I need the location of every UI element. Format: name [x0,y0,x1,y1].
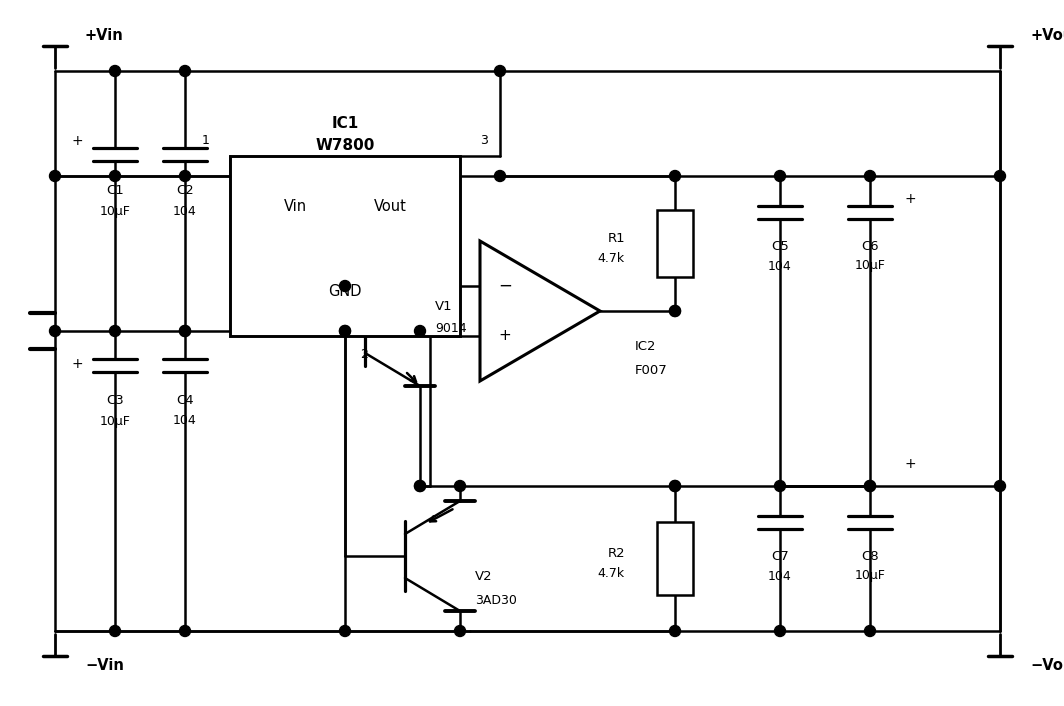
Circle shape [339,325,350,337]
Text: R2: R2 [608,547,625,560]
Circle shape [995,171,1005,181]
Text: 4.7k: 4.7k [598,252,625,265]
Text: 104: 104 [768,570,792,582]
Circle shape [339,325,350,337]
Text: Vout: Vout [373,199,406,214]
Text: R1: R1 [608,232,625,245]
Text: 3: 3 [480,135,488,148]
Text: Vin: Vin [283,199,306,214]
Text: +: + [904,192,916,206]
Text: IC2: IC2 [635,340,656,352]
Circle shape [669,481,681,491]
Text: 104: 104 [173,414,197,428]
Circle shape [415,325,426,337]
Circle shape [180,626,190,637]
Text: IC1: IC1 [331,116,359,131]
Text: +: + [71,357,83,371]
Circle shape [50,171,61,181]
Circle shape [669,306,681,316]
Circle shape [864,171,876,181]
Circle shape [669,306,681,316]
Circle shape [110,626,120,637]
Text: 10μF: 10μF [100,414,131,428]
Text: +: + [71,134,83,148]
Text: V2: V2 [475,570,493,582]
Circle shape [415,481,426,491]
Text: GND: GND [329,284,362,299]
Text: C7: C7 [771,549,788,563]
Circle shape [775,481,785,491]
Text: C5: C5 [771,239,788,253]
Bar [656,210,693,277]
Text: 10μF: 10μF [100,205,131,217]
Text: C1: C1 [106,184,123,198]
Text: −Vout: −Vout [1030,659,1064,674]
Text: C8: C8 [861,549,879,563]
Circle shape [495,171,505,181]
Circle shape [415,481,426,491]
Text: 1: 1 [202,135,210,148]
Text: F007: F007 [635,364,668,378]
Bar [656,522,693,594]
Circle shape [995,481,1005,491]
Text: W7800: W7800 [315,138,375,153]
Text: −: − [498,277,512,295]
Text: C4: C4 [177,395,194,407]
Text: C2: C2 [177,184,194,198]
Text: +Vin: +Vin [85,28,123,44]
Bar [230,156,460,336]
Text: C3: C3 [106,395,123,407]
Text: +Vout: +Vout [1030,28,1064,44]
Circle shape [180,66,190,76]
Text: 104: 104 [173,205,197,217]
Text: +: + [499,328,512,344]
Text: 104: 104 [768,260,792,273]
Circle shape [110,325,120,337]
Circle shape [339,280,350,292]
Circle shape [864,481,876,491]
Circle shape [180,325,190,337]
Text: +: + [904,457,916,471]
Text: 4.7k: 4.7k [598,567,625,580]
Circle shape [775,171,785,181]
Text: 10μF: 10μF [854,570,885,582]
Circle shape [669,481,681,491]
Text: V1: V1 [435,299,452,313]
Text: 3AD30: 3AD30 [475,594,517,607]
Circle shape [454,481,466,491]
Circle shape [864,626,876,637]
Circle shape [339,626,350,637]
Circle shape [50,325,61,337]
Text: −Vin: −Vin [85,659,123,674]
Text: 2: 2 [360,347,368,361]
Text: 10μF: 10μF [854,260,885,273]
Circle shape [180,171,190,181]
Text: 9014: 9014 [435,323,467,335]
Circle shape [110,66,120,76]
Polygon shape [480,241,600,381]
Circle shape [110,171,120,181]
Circle shape [495,66,505,76]
Circle shape [775,626,785,637]
Circle shape [669,171,681,181]
Text: C6: C6 [861,239,879,253]
Circle shape [669,626,681,637]
Circle shape [454,626,466,637]
Circle shape [180,325,190,337]
Circle shape [864,481,876,491]
